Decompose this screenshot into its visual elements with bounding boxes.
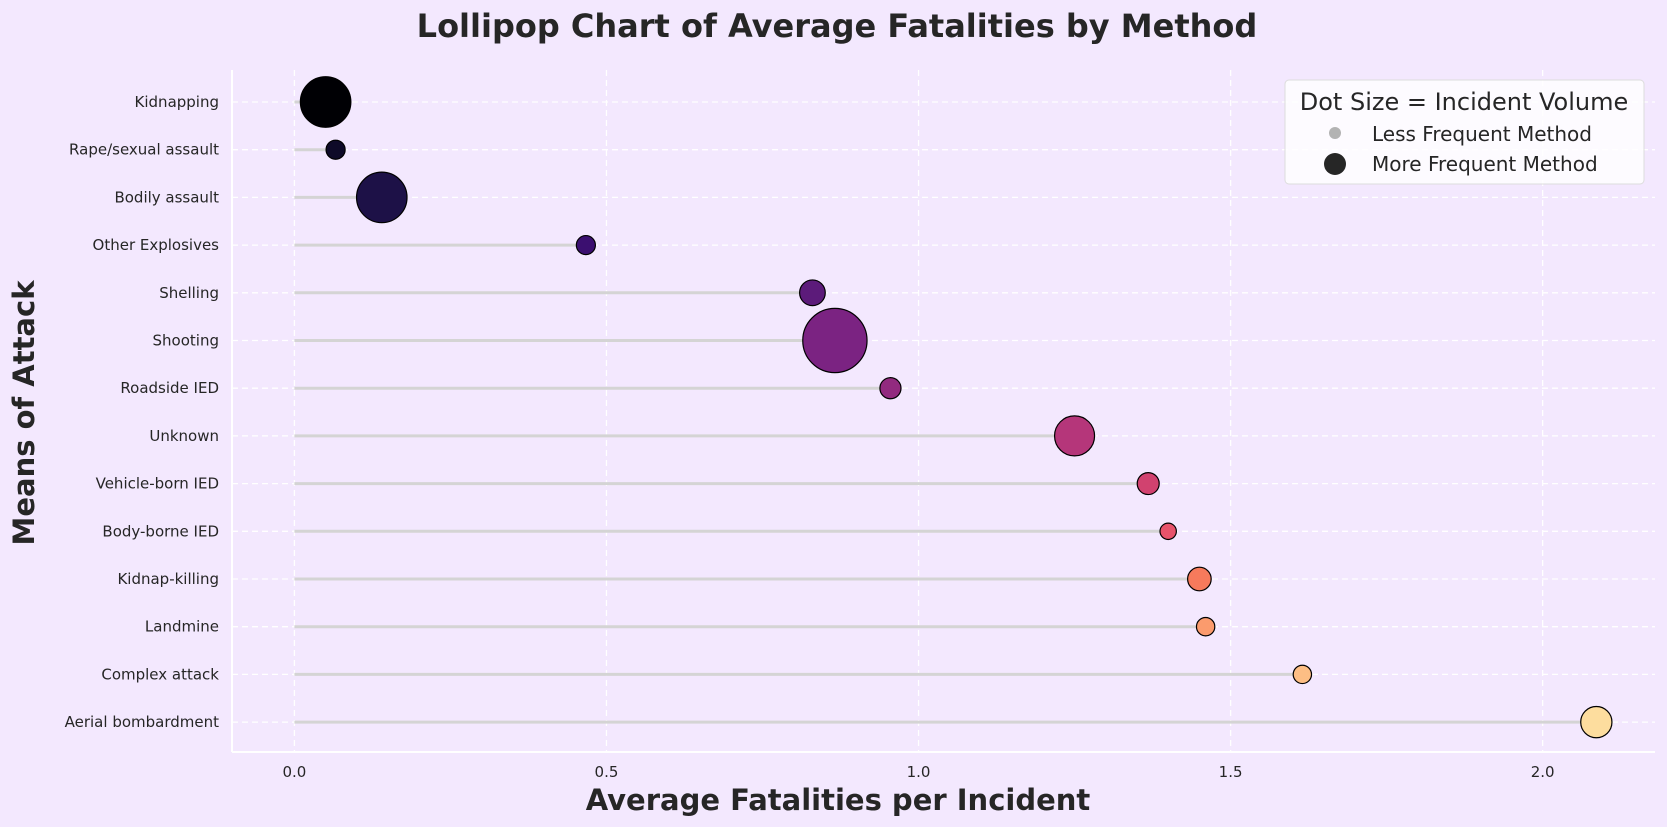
x-tick-label: 1.5 <box>1219 763 1243 781</box>
x-tick-label: 0.5 <box>595 763 619 781</box>
lollipop-dot <box>1187 566 1212 592</box>
y-tick-label: Shooting <box>153 332 219 350</box>
y-tick-label: Vehicle-born IED <box>96 475 219 493</box>
y-tick-label: Body-borne IED <box>102 522 219 540</box>
legend-box <box>1284 79 1645 185</box>
lollipop-dot <box>1292 664 1313 685</box>
lollipop-dot <box>1159 522 1177 541</box>
legend-label-large: More Frequent Method <box>1372 152 1598 176</box>
x-tick-label: 2.0 <box>1531 763 1555 781</box>
x-tick-label: 0.0 <box>282 763 306 781</box>
legend: Dot Size = Incident Volume Less Frequent… <box>1284 79 1645 185</box>
y-tick-labels: Kidnapping Rape/sexual assault Bodily assa… <box>65 93 220 731</box>
lollipop-dot <box>1195 616 1216 637</box>
lollipop-dot <box>802 307 868 374</box>
axes <box>231 70 1655 753</box>
y-tick-label: Kidnapping <box>135 93 219 111</box>
y-axis-title: Means of Attack <box>7 280 41 546</box>
y-tick-label: Rape/sexual assault <box>69 141 219 159</box>
legend-title: Dot Size = Incident Volume <box>1300 88 1629 116</box>
lollipop-dot <box>1053 415 1096 457</box>
y-tick-label: Bodily assault <box>114 188 219 206</box>
lollipop-dot <box>1136 472 1160 496</box>
lollipop-dot <box>355 171 408 224</box>
lollipop-dot <box>325 139 346 160</box>
y-tick-label: Other Explosives <box>93 236 220 254</box>
lollipop-dot <box>575 234 597 256</box>
x-tick-labels: 0.0 0.5 1.0 1.5 2.0 <box>282 763 1554 781</box>
lollipop-dot <box>1580 705 1613 739</box>
x-tick-label: 1.0 <box>907 763 931 781</box>
legend-marker-small <box>1329 127 1341 139</box>
lollipop-dot <box>299 76 352 128</box>
y-tick-label: Kidnap-killing <box>117 570 219 588</box>
stems <box>294 100 1597 724</box>
lollipop-dot <box>879 377 902 400</box>
chart-title: Lollipop Chart of Average Fatalities by … <box>417 7 1258 45</box>
lollipop-dot <box>798 279 826 307</box>
y-tick-label: Roadside IED <box>120 379 219 397</box>
y-tick-label: Unknown <box>149 427 219 445</box>
legend-marker-large <box>1324 153 1346 175</box>
y-tick-label: Landmine <box>145 618 219 636</box>
legend-label-small: Less Frequent Method <box>1372 122 1592 146</box>
y-tick-label: Aerial bombardment <box>65 713 219 731</box>
y-tick-label: Shelling <box>159 284 219 302</box>
dots <box>299 76 1613 739</box>
y-tick-label: Complex attack <box>101 665 219 683</box>
x-axis-title: Average Fatalities per Incident <box>586 783 1091 817</box>
